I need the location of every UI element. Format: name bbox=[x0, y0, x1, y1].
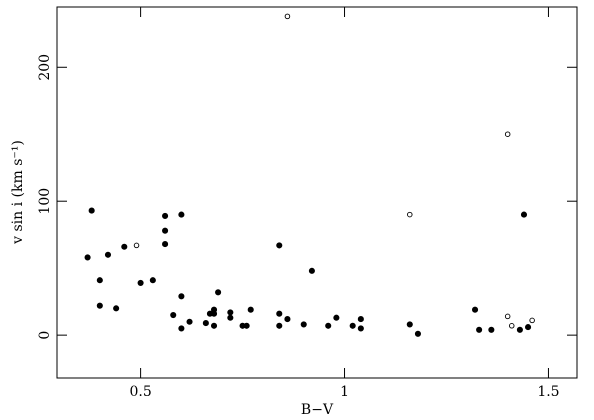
point bbox=[414, 330, 421, 337]
y-tick-label: 200 bbox=[37, 54, 53, 81]
point bbox=[133, 242, 140, 249]
point bbox=[300, 321, 307, 328]
point bbox=[504, 131, 511, 137]
point bbox=[407, 211, 413, 218]
x-tick-label: 1.5 bbox=[537, 384, 559, 400]
x-axis-label: B−V bbox=[301, 402, 334, 418]
point bbox=[284, 13, 291, 20]
point bbox=[170, 312, 177, 319]
point bbox=[308, 267, 315, 274]
point bbox=[504, 313, 511, 320]
y-tick-label: 100 bbox=[37, 188, 53, 215]
point bbox=[149, 277, 156, 284]
point bbox=[210, 322, 218, 329]
point bbox=[276, 310, 283, 317]
point bbox=[178, 211, 185, 218]
point bbox=[471, 306, 479, 313]
x-tick-label: 0.5 bbox=[129, 384, 151, 400]
plot-frame bbox=[56, 6, 578, 379]
point bbox=[96, 302, 103, 309]
point bbox=[178, 325, 185, 332]
point bbox=[357, 316, 364, 323]
point bbox=[162, 241, 169, 248]
point bbox=[202, 320, 209, 327]
point bbox=[210, 306, 218, 313]
point bbox=[137, 279, 144, 286]
point bbox=[84, 254, 91, 261]
point bbox=[529, 317, 535, 324]
point bbox=[325, 322, 332, 329]
point bbox=[186, 318, 193, 325]
point bbox=[121, 243, 128, 250]
point bbox=[162, 212, 169, 219]
point bbox=[525, 324, 532, 331]
point bbox=[178, 293, 185, 300]
point bbox=[113, 305, 120, 312]
point bbox=[276, 322, 283, 329]
point bbox=[406, 321, 413, 328]
point bbox=[349, 322, 356, 329]
point bbox=[520, 211, 528, 218]
point bbox=[247, 306, 254, 313]
point bbox=[333, 314, 340, 321]
point bbox=[227, 309, 234, 316]
y-axis-label: v sin i (km s⁻¹) bbox=[10, 140, 26, 245]
point bbox=[243, 322, 250, 329]
point bbox=[215, 289, 222, 296]
point bbox=[476, 326, 483, 333]
point bbox=[162, 227, 169, 234]
point bbox=[488, 326, 495, 333]
y-tick-label: 0 bbox=[37, 331, 53, 340]
point bbox=[516, 326, 523, 333]
point bbox=[96, 277, 103, 284]
point bbox=[284, 316, 291, 323]
point bbox=[227, 314, 234, 321]
x-tick-label: 1 bbox=[340, 384, 349, 400]
point bbox=[357, 325, 364, 332]
point bbox=[88, 207, 95, 214]
point bbox=[104, 251, 112, 258]
point bbox=[276, 242, 283, 249]
point bbox=[508, 323, 515, 329]
